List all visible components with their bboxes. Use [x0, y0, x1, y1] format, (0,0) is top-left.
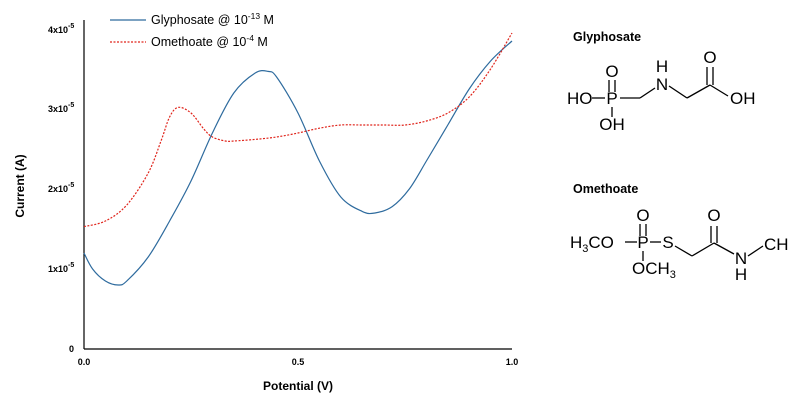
glyphosate-bond-ch2-c [686, 84, 711, 99]
x-tick-label-0: 0.0 [78, 357, 91, 367]
omethoate-atom-o-carbonyl: O [707, 206, 720, 225]
omethoate-bond-s-ch2 [674, 245, 693, 257]
omethoate-atom-ch3: CH [764, 235, 789, 254]
legend-label-omethoate: Omethoate @ 10-4 M [151, 33, 268, 49]
omethoate-atom-n: N [735, 249, 747, 268]
legend: Glyphosate @ 10-13 M Omethoate @ 10-4 M [110, 11, 274, 49]
y-tick-label-1: 1x10-5 [48, 262, 74, 274]
y-tick-label-4: 4x10-5 [48, 23, 74, 35]
omethoate-bond-n-ch3 [747, 245, 764, 257]
x-axis-title: Potential (V) [263, 379, 333, 393]
x-tick-label-2: 1.0 [506, 357, 519, 367]
y-tick-labels: 0 1x10-5 2x10-5 3x10-5 4x10-5 [48, 23, 74, 354]
glyphosate-atom-o-carbonyl: O [703, 48, 716, 67]
glyphosate-atom-h: H [656, 57, 668, 76]
series-line-1 [83, 32, 513, 228]
y-tick-label-3: 3x10-5 [48, 102, 74, 114]
omethoate-atom-o-top: O [636, 206, 649, 225]
omethoate-atom-och3: OCH3 [632, 259, 676, 281]
glyphosate-bond-ch2-n [639, 87, 656, 99]
glyphosate-atom-n: N [656, 75, 668, 94]
legend-label-glyphosate: Glyphosate @ 10-13 M [151, 11, 274, 27]
omethoate-title: Omethoate [573, 182, 638, 196]
glyphosate-atom-p: P [606, 89, 617, 108]
omethoate-atom-p: P [637, 233, 648, 252]
glyphosate-structure: Glyphosate O HO P OH H N O OH [567, 30, 756, 134]
glyphosate-atom-o-top: O [605, 62, 618, 81]
series-layer [83, 32, 513, 286]
omethoate-bond-ch2-c [691, 242, 715, 257]
omethoate-atom-s: S [662, 233, 673, 252]
glyphosate-atom-oh-acid: OH [730, 89, 756, 108]
y-axis-title: Current (A) [13, 154, 27, 217]
x-tick-label-1: 0.5 [292, 357, 305, 367]
glyphosate-atom-ho: HO [567, 89, 593, 108]
omethoate-bond-c-n [713, 242, 735, 255]
plot-axes [83, 20, 512, 350]
omethoate-atom-nh: H [735, 265, 747, 284]
glyphosate-atom-oh-bottom: OH [599, 115, 625, 134]
y-tick-label-2: 2x10-5 [48, 182, 74, 194]
glyphosate-title: Glyphosate [573, 30, 641, 44]
omethoate-atom-h3co: H3CO [570, 233, 614, 255]
series-line-0 [83, 40, 513, 286]
glyphosate-bond-c-oh [709, 84, 729, 97]
glyphosate-bond-n-ch2 [668, 85, 688, 99]
y-tick-label-0: 0 [69, 344, 74, 354]
omethoate-structure: Omethoate O H3CO P S OCH3 O N H CH [570, 182, 789, 284]
x-tick-labels: 0.0 0.5 1.0 [78, 357, 519, 367]
